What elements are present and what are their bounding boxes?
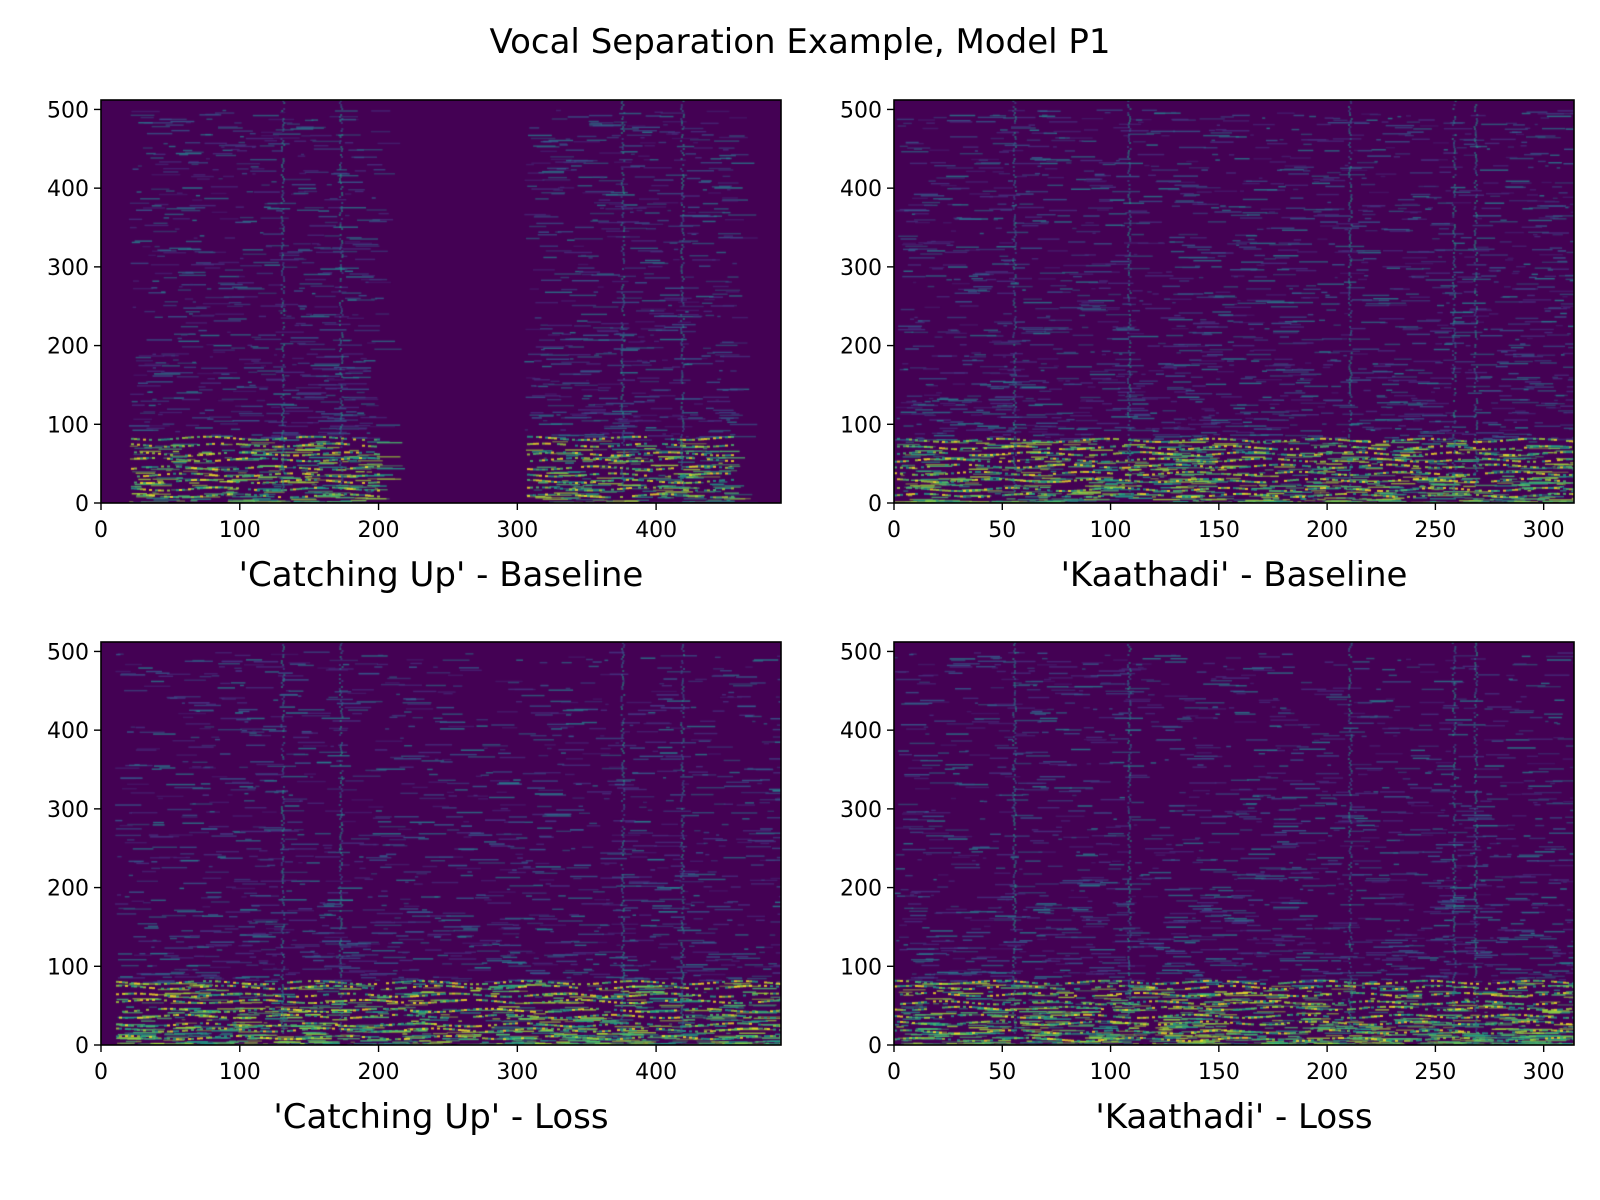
y-tick-label: 200 (47, 335, 89, 360)
y-tick-label: 200 (840, 877, 882, 902)
x-axis-label: 'Catching Up' - Loss (273, 1097, 608, 1137)
x-tick-label: 200 (358, 1060, 400, 1085)
y-tick-label: 200 (840, 335, 882, 360)
x-tick-label: 100 (1090, 518, 1132, 543)
y-tick-label: 300 (47, 256, 89, 281)
x-axis-label: 'Catching Up' - Baseline (239, 555, 644, 595)
panel-kaathadi-baseline: 0 50 100 150 200 250 300 0 100 200 300 400 500 'Kaath… (840, 98, 1575, 595)
x-tick-label: 300 (496, 518, 538, 543)
y-tick-label: 500 (840, 98, 882, 123)
x-tick-label: 400 (635, 1060, 677, 1085)
axes-frame (100, 641, 782, 1046)
x-tick-label: 250 (1414, 518, 1456, 543)
x-tick-label: 200 (358, 518, 400, 543)
x-tick-label: 200 (1306, 518, 1348, 543)
x-tick-label: 250 (1414, 1060, 1456, 1085)
x-tick-label: 150 (1198, 518, 1240, 543)
x-tick-label: 300 (1523, 518, 1565, 543)
y-tick-label: 300 (840, 798, 882, 823)
axes-frame (893, 641, 1575, 1046)
x-axis-label: 'Kaathadi' - Loss (1095, 1097, 1372, 1137)
y-tick-label: 500 (47, 98, 89, 123)
axes-frame (100, 99, 782, 504)
y-tick-label: 100 (47, 955, 89, 980)
y-tick-label: 100 (840, 955, 882, 980)
panel-catching-up-baseline: 0 100 200 300 400 0 100 200 300 400 500 'Catching U… (47, 98, 782, 595)
heatmap-kaathadi-baseline (894, 100, 1574, 503)
x-tick-label: 100 (219, 1060, 261, 1085)
y-tick-label: 0 (75, 1034, 89, 1059)
y-tick-label: 500 (840, 640, 882, 665)
x-tick-label: 100 (219, 518, 261, 543)
figure-title: Vocal Separation Example, Model P1 (489, 22, 1110, 62)
panel-kaathadi-loss: 0 50 100 150 200 250 300 0 100 200 300 400 500 'Kaath… (840, 640, 1575, 1137)
y-tick-label: 200 (47, 877, 89, 902)
y-tick-label: 0 (868, 1034, 882, 1059)
x-axis-label: 'Kaathadi' - Baseline (1061, 555, 1408, 595)
y-tick-label: 0 (868, 492, 882, 517)
x-tick-label: 200 (1306, 1060, 1348, 1085)
y-tick-label: 400 (47, 177, 89, 202)
y-tick-label: 400 (47, 719, 89, 744)
y-tick-label: 100 (47, 413, 89, 438)
x-tick-label: 50 (988, 1060, 1016, 1085)
axes-frame (893, 99, 1575, 504)
y-tick-label: 100 (840, 413, 882, 438)
x-tick-label: 0 (887, 1060, 901, 1085)
x-tick-label: 0 (887, 518, 901, 543)
x-tick-label: 300 (496, 1060, 538, 1085)
y-tick-label: 300 (47, 798, 89, 823)
heatmap-kaathadi-loss (894, 642, 1574, 1045)
y-tick-label: 400 (840, 177, 882, 202)
y-tick-label: 400 (840, 719, 882, 744)
y-tick-label: 300 (840, 256, 882, 281)
heatmap-catching-up-loss (101, 642, 781, 1045)
x-tick-label: 100 (1090, 1060, 1132, 1085)
y-tick-label: 500 (47, 640, 89, 665)
x-tick-label: 300 (1523, 1060, 1565, 1085)
x-tick-label: 400 (635, 518, 677, 543)
x-tick-label: 0 (94, 518, 108, 543)
y-tick-label: 0 (75, 492, 89, 517)
x-tick-label: 0 (94, 1060, 108, 1085)
panel-catching-up-loss: 0 100 200 300 400 0 100 200 300 400 500 'Catching U… (47, 640, 782, 1137)
x-tick-label: 50 (988, 518, 1016, 543)
x-tick-label: 150 (1198, 1060, 1240, 1085)
heatmap-catching-up-baseline (101, 100, 781, 503)
